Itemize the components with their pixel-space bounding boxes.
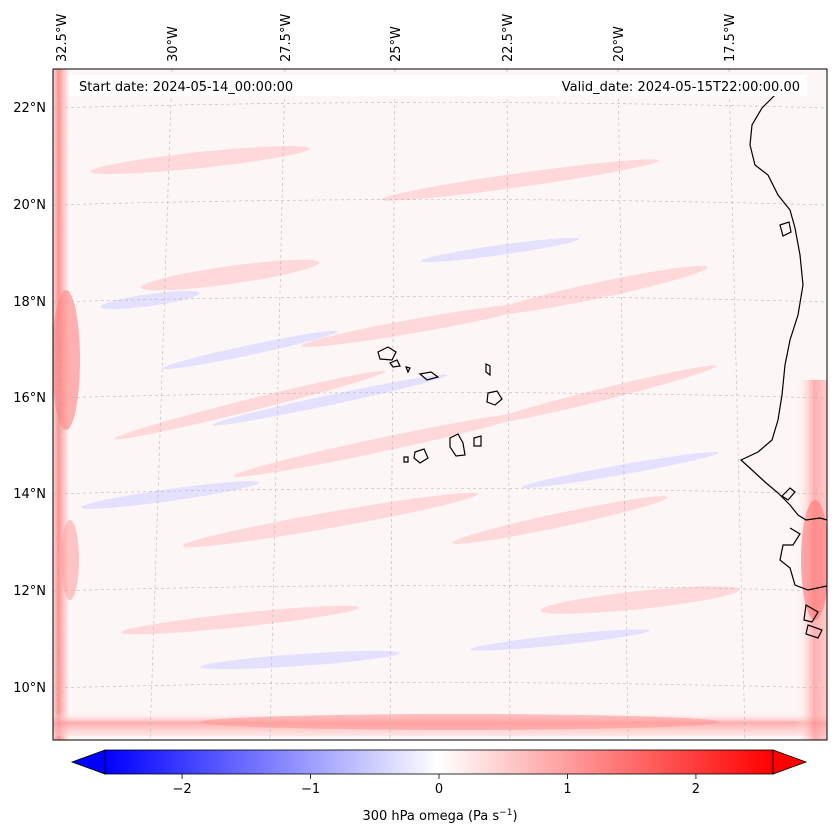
colorbar-label-main: 300 hPa omega (Pa s bbox=[362, 809, 499, 824]
lon-label: 27.5°W bbox=[279, 14, 294, 62]
longitude-labels: 32.5°W 30°W 27.5°W 25°W 22.5°W 20°W 17.5… bbox=[55, 14, 738, 62]
map-frame bbox=[52, 68, 828, 741]
info-box bbox=[69, 75, 807, 96]
lat-label: 20°N bbox=[13, 198, 46, 213]
graticule bbox=[53, 69, 827, 740]
lon-label: 17.5°W bbox=[723, 14, 738, 62]
colorbar-tick-label: 0 bbox=[435, 782, 443, 797]
colorbar-tick-label: 2 bbox=[692, 782, 700, 797]
colorbar: −2 −1 0 1 2 300 hPa omega (Pa s−1) bbox=[70, 749, 808, 824]
africa-coast bbox=[739, 94, 827, 521]
omega-field bbox=[53, 69, 827, 740]
lat-label: 16°N bbox=[13, 391, 46, 406]
colorbar-tick-label: 1 bbox=[563, 782, 571, 797]
lon-label: 22.5°W bbox=[501, 14, 516, 62]
lat-label: 10°N bbox=[13, 681, 46, 696]
colorbar-tick-label: −1 bbox=[301, 782, 320, 797]
lat-label: 12°N bbox=[13, 584, 46, 599]
latitude-labels: 22°N 20°N 18°N 16°N 14°N 12°N 10°N bbox=[13, 101, 46, 696]
colorbar-min-extend bbox=[70, 749, 106, 775]
lat-label: 18°N bbox=[13, 295, 46, 310]
colorbar-label-end: ) bbox=[512, 809, 517, 824]
valid-date-text: Valid_date: 2024-05-15T22:00:00.00 bbox=[562, 80, 800, 95]
map-area: Start date: 2024-05-14_00:00:00 Valid_da… bbox=[53, 69, 827, 740]
lon-label: 30°W bbox=[166, 26, 181, 62]
lat-label: 14°N bbox=[13, 487, 46, 502]
lon-label: 32.5°W bbox=[55, 14, 70, 62]
coastline bbox=[739, 94, 827, 639]
colorbar-max-extend bbox=[772, 749, 808, 775]
colorbar-tick-label: −2 bbox=[172, 782, 191, 797]
cape-verde-islands bbox=[377, 346, 503, 464]
colorbar-ticks: −2 −1 0 1 2 bbox=[172, 774, 700, 797]
colorbar-body bbox=[104, 749, 774, 775]
colorbar-label-sup: −1 bbox=[499, 808, 512, 818]
lon-label: 25°W bbox=[389, 26, 404, 62]
lat-label: 22°N bbox=[13, 101, 46, 116]
start-date-text: Start date: 2024-05-14_00:00:00 bbox=[79, 80, 293, 95]
colorbar-label: 300 hPa omega (Pa s−1) bbox=[362, 808, 517, 824]
lon-label: 20°W bbox=[612, 26, 627, 62]
